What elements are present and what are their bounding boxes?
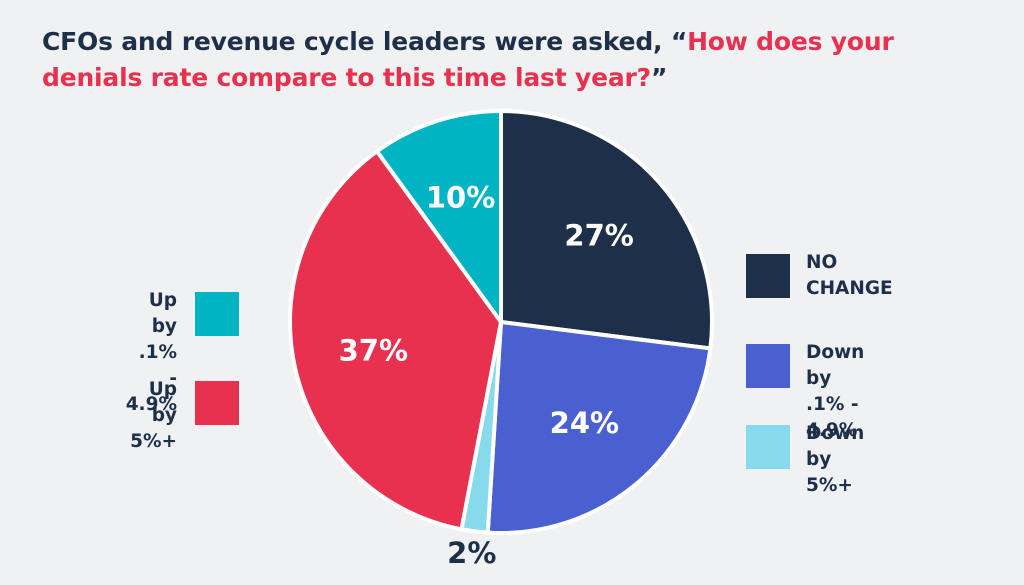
pie-label-up-small: 10%	[426, 181, 495, 215]
pie-slice-up-small	[374, 109, 503, 324]
legend-label-down-large: Down by 5%+	[806, 423, 865, 496]
legend-swatch-up-small	[195, 292, 239, 336]
title-suffix: ”	[650, 63, 668, 92]
legend-label-up-large: Up by 5%+	[130, 379, 177, 452]
legend-swatch-down-small	[746, 344, 790, 388]
pie-label-down-small: 24%	[550, 406, 619, 440]
pie-label-no-change: 27%	[564, 218, 633, 252]
title-question: How does your denials rate compare to th…	[42, 27, 894, 92]
legend-label-no-change: NO CHANGE	[806, 252, 893, 299]
pie-slice-down-small	[485, 320, 713, 535]
legend-swatch-down-large	[746, 425, 790, 469]
legend-swatch-up-large	[195, 381, 239, 425]
pie-label-up-large: 37%	[339, 334, 408, 368]
legend-swatch-no-change	[746, 254, 790, 298]
chart-title: CFOs and revenue cycle leaders were aske…	[42, 24, 982, 96]
legend-label-up-small: Up by .1% - 4.9%	[125, 290, 177, 415]
pie-label-down-large: 2%	[447, 536, 496, 570]
pie-slice-no-change	[499, 109, 714, 351]
pie-slice-up-large	[288, 149, 503, 532]
legend-label-down-small: Down by .1% - 4.9%	[806, 342, 865, 441]
title-prefix: CFOs and revenue cycle leaders were aske…	[42, 27, 688, 56]
